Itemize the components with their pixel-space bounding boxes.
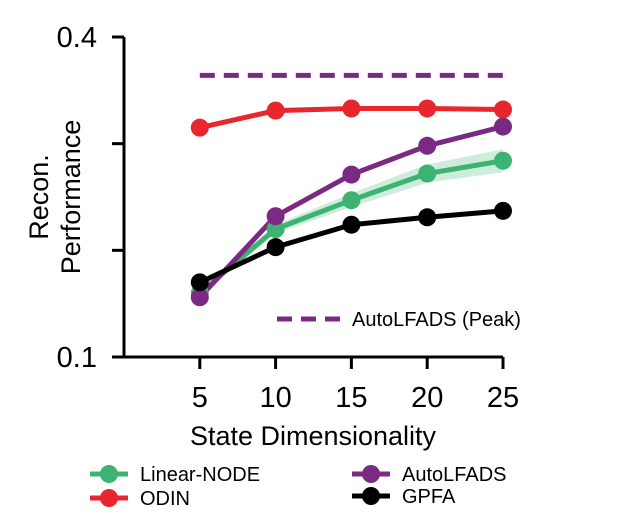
legend-item-odin: ODIN (90, 488, 190, 510)
legend-item-gpfa: GPFA (352, 486, 456, 508)
data-point-linear-node-25 (494, 151, 512, 170)
legend-swatch-marker-autolfads (362, 465, 380, 483)
legend-swatch-marker-odin (100, 489, 118, 507)
legend-swatch-marker-gpfa (362, 487, 380, 505)
data-point-odin-25 (494, 100, 512, 119)
x-axis-label: State Dimensionality (190, 421, 437, 451)
data-point-autolfads-20 (418, 136, 437, 155)
data-point-gpfa-20 (418, 208, 437, 227)
y-axis-label-line: Recon. (24, 154, 54, 240)
data-point-linear-node-20 (418, 164, 437, 183)
data-point-autolfads-5 (190, 288, 209, 307)
data-point-autolfads-15 (342, 165, 361, 184)
legend-label-gpfa: GPFA (402, 486, 456, 508)
data-point-odin-20 (418, 99, 437, 118)
legend-label-odin: ODIN (140, 488, 190, 510)
data-point-linear-node-10 (266, 220, 285, 238)
data-point-gpfa-15 (342, 215, 361, 234)
y-axis-label: Recon. Performance (24, 120, 86, 275)
y-tick-label: 0.4 (57, 22, 97, 54)
legend-swatch-marker-linear-node (100, 465, 118, 483)
x-tick-label: 15 (335, 382, 367, 414)
legend-item-autolfads: AutoLFADS (352, 464, 507, 486)
legend-label-autolfads-peak: AutoLFADS (Peak) (352, 309, 521, 331)
y-axis-label-line: Performance (56, 120, 86, 275)
data-point-autolfads-25 (494, 117, 512, 136)
data-point-gpfa-10 (266, 238, 285, 257)
x-tick-label: 20 (411, 382, 443, 414)
data-point-linear-node-15 (342, 191, 361, 210)
x-tick-label: 5 (192, 382, 208, 414)
x-tick-label: 25 (487, 382, 519, 414)
data-point-gpfa-5 (190, 273, 209, 292)
legend-item-linear-node: Linear-NODE (90, 464, 260, 486)
data-point-gpfa-25 (494, 201, 512, 220)
y-tick-label: 0.1 (57, 342, 97, 374)
series-line-autolfads (197, 124, 506, 300)
data-point-autolfads-10 (266, 207, 285, 226)
axes (112, 35, 505, 369)
x-tick-label: 10 (259, 382, 291, 414)
legend-label-autolfads: AutoLFADS (402, 464, 507, 486)
data-point-odin-10 (266, 101, 285, 120)
series-points (190, 99, 512, 307)
data-point-odin-5 (190, 118, 209, 137)
axis-labels: 0.1 0.4 5 10 15 20 25 State Dimensionality Recon… (24, 22, 519, 451)
legend-label-linear-node: Linear-NODE (140, 464, 260, 486)
data-point-odin-15 (342, 99, 361, 118)
